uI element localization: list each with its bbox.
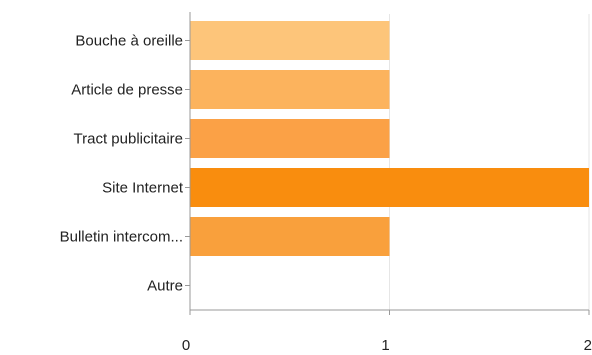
bar-3 [190,168,589,207]
x-tick-label: 0 [182,337,190,354]
category-label: Tract publicitaire [74,131,183,148]
bar-0 [190,21,390,60]
category-label: Autre [147,278,183,295]
bar-1 [190,70,390,109]
bars [190,21,589,256]
x-tick-label: 1 [381,337,389,354]
bar-4 [190,217,390,256]
bar-2 [190,119,390,158]
tick-labels: 0 1 2 [182,337,592,354]
category-label: Bouche à oreille [75,33,183,50]
category-label: Article de presse [71,82,183,99]
category-label: Bulletin intercom... [60,229,183,246]
x-tick-label: 2 [584,337,592,354]
category-label: Site Internet [102,180,184,197]
category-labels: Bouche à oreille Article de presse Tract p… [60,33,184,295]
axes [185,12,590,315]
grid-lines [389,14,590,310]
